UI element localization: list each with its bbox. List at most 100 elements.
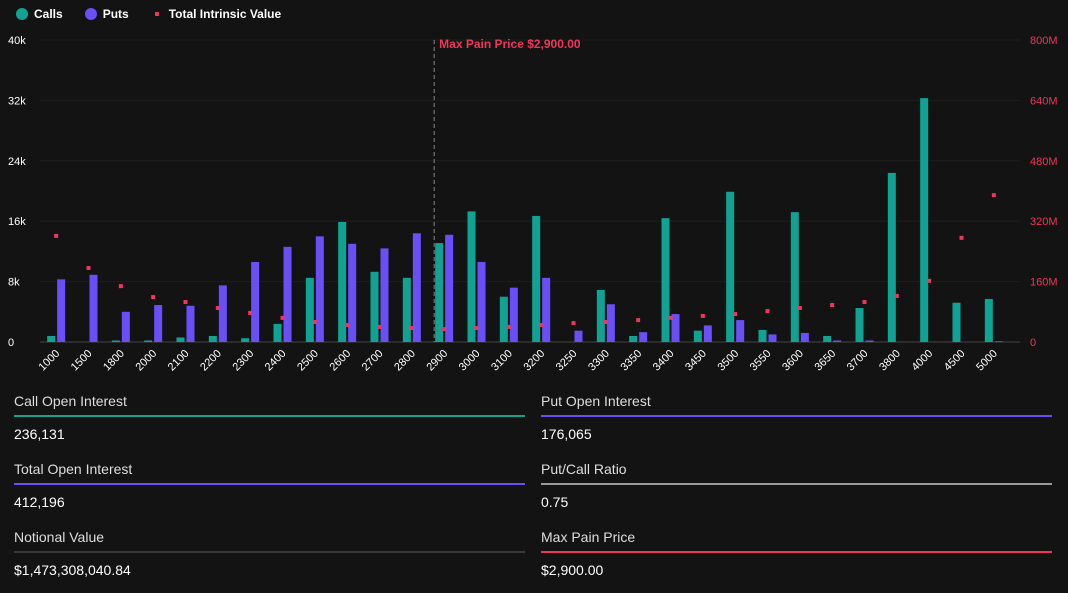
intrinsic-point	[151, 295, 156, 300]
puts-swatch-icon	[84, 8, 97, 20]
x-tick-label: 3800	[877, 348, 903, 374]
put-bar	[154, 305, 163, 342]
put-bar	[445, 234, 454, 342]
call-bar	[402, 277, 411, 342]
stat-total-open-interest: Total Open Interest 412,196	[14, 456, 525, 524]
left-tick-label: 24k	[8, 156, 26, 168]
call-bar	[693, 330, 702, 342]
intrinsic-point	[733, 312, 738, 317]
call-bar	[111, 340, 120, 342]
intrinsic-point	[377, 324, 382, 329]
intrinsic-swatch-icon	[154, 12, 159, 16]
call-bar	[532, 215, 541, 342]
put-bar	[703, 325, 712, 342]
legend-intrinsic[interactable]: Total Intrinsic Value	[151, 7, 281, 21]
call-bar	[984, 298, 993, 342]
legend-calls-label: Calls	[34, 7, 63, 21]
intrinsic-point	[603, 319, 608, 324]
legend-calls[interactable]: Calls	[16, 7, 63, 21]
call-bar	[855, 308, 864, 342]
x-tick-label: 2900	[424, 348, 450, 374]
x-tick-label: 2700	[360, 348, 386, 374]
put-bar	[736, 320, 745, 342]
call-bar	[758, 329, 767, 342]
stat-max-pain-price: Max Pain Price $2,900.00	[541, 524, 1052, 592]
call-bar	[661, 218, 670, 342]
intrinsic-point	[183, 299, 188, 304]
x-tick-label: 3300	[586, 348, 612, 374]
stat-value: $2,900.00	[541, 562, 604, 578]
stat-value: 176,065	[541, 426, 592, 442]
right-tick-label: 640M	[1030, 95, 1058, 107]
intrinsic-point	[700, 313, 705, 318]
intrinsic-point	[797, 306, 802, 311]
x-tick-label: 3600	[780, 348, 806, 374]
x-tick-label: 3250	[554, 348, 580, 374]
put-bar	[315, 236, 324, 342]
intrinsic-point	[54, 233, 59, 238]
x-tick-label: 2800	[392, 348, 418, 374]
stat-label: Put Open Interest	[541, 388, 1052, 417]
intrinsic-point	[86, 266, 91, 271]
stat-value: 236,131	[14, 426, 65, 442]
left-tick-label: 16k	[8, 216, 26, 228]
call-bar	[47, 335, 56, 342]
put-bar	[89, 274, 98, 342]
intrinsic-point	[118, 284, 123, 289]
intrinsic-point	[636, 318, 641, 323]
stat-value: $1,473,308,040.84	[14, 562, 131, 578]
intrinsic-point	[539, 323, 544, 328]
x-tick-label: 3200	[521, 348, 547, 374]
calls-swatch-icon	[16, 8, 28, 20]
max-pain-label: Max Pain Price $2,900.00	[439, 37, 581, 51]
stat-put-call-ratio: Put/Call Ratio 0.75	[541, 456, 1052, 524]
put-bar	[477, 261, 486, 342]
call-bar	[273, 323, 282, 342]
x-tick-label: 2100	[166, 348, 192, 374]
left-tick-label: 40k	[8, 35, 26, 47]
legend-puts-label: Puts	[102, 7, 129, 21]
intrinsic-point	[312, 319, 317, 324]
intrinsic-point	[474, 326, 479, 331]
put-bar	[412, 233, 421, 342]
stat-value: 412,196	[14, 494, 65, 510]
x-tick-label: 3400	[651, 348, 677, 374]
intrinsic-point	[959, 235, 964, 240]
put-bar	[57, 279, 66, 342]
intrinsic-point	[862, 299, 867, 304]
intrinsic-point	[571, 321, 576, 326]
intrinsic-point	[442, 327, 447, 332]
left-tick-label: 8k	[8, 277, 20, 289]
x-tick-label: 2400	[263, 348, 289, 374]
intrinsic-point	[894, 293, 899, 298]
x-tick-label: 4000	[909, 348, 935, 374]
open-interest-chart: 0 8k 16k 24k 32k 40k 0 160M 320M 480M 640M 800M 1000…	[8, 35, 1058, 374]
intrinsic-point	[506, 324, 511, 329]
put-bar	[186, 305, 195, 342]
put-bar	[671, 314, 680, 342]
x-tick-label: 2000	[133, 348, 159, 374]
put-bar	[509, 287, 518, 342]
call-bar	[370, 271, 379, 342]
stat-call-open-interest: Call Open Interest 236,131	[14, 388, 525, 456]
right-tick-label: 320M	[1030, 216, 1058, 228]
legend-puts[interactable]: Puts	[84, 7, 129, 21]
stat-put-open-interest: Put Open Interest 176,065	[541, 388, 1052, 456]
stat-label: Total Open Interest	[14, 456, 525, 485]
x-tick-label: 2200	[198, 348, 224, 374]
put-bar	[994, 341, 1003, 342]
x-tick-label: 2500	[295, 348, 321, 374]
put-bar	[121, 311, 130, 342]
x-tick-label: 3650	[812, 348, 838, 374]
intrinsic-point	[248, 310, 253, 315]
x-tick-label: 3500	[715, 348, 741, 374]
put-bar	[606, 304, 615, 342]
put-bar	[542, 277, 551, 342]
intrinsic-point	[668, 315, 673, 320]
stat-label: Max Pain Price	[541, 524, 1052, 553]
call-bar	[241, 338, 250, 342]
call-bar	[144, 340, 153, 342]
call-bar	[629, 335, 638, 342]
intrinsic-point	[280, 315, 285, 320]
chart-legend: Calls Puts Total Intrinsic Value	[16, 7, 281, 21]
